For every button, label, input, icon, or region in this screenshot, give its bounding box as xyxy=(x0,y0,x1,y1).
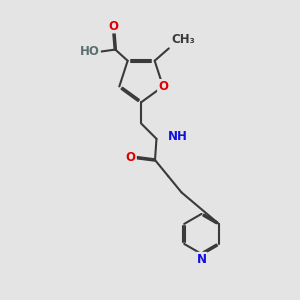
Text: O: O xyxy=(158,80,168,93)
Text: O: O xyxy=(126,151,136,164)
Text: CH₃: CH₃ xyxy=(171,33,195,46)
Text: O: O xyxy=(109,20,119,32)
Text: HO: HO xyxy=(80,45,100,58)
Text: N: N xyxy=(196,253,206,266)
Text: NH: NH xyxy=(168,130,188,143)
